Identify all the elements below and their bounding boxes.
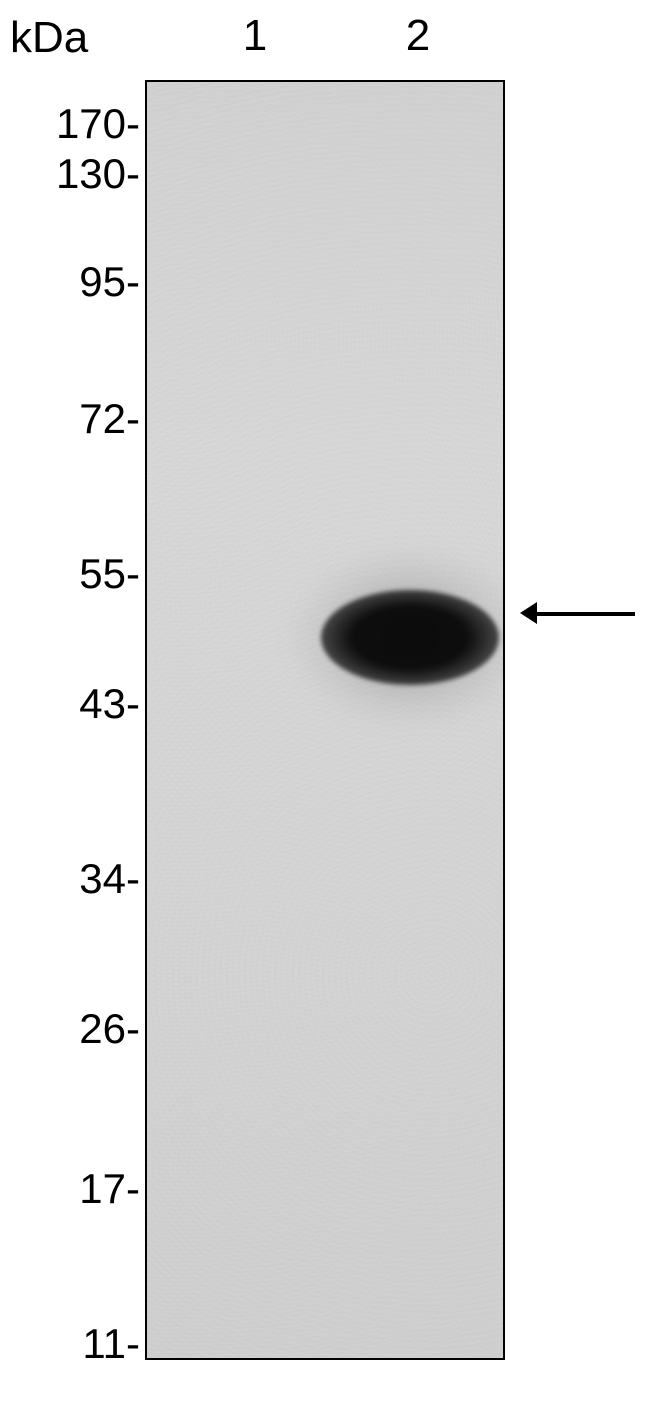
band-core	[321, 590, 499, 685]
lane-label: 1	[235, 11, 275, 61]
y-axis-unit-label: kDa	[10, 13, 88, 63]
marker-label: 11-	[0, 1320, 140, 1368]
marker-label: 43-	[0, 680, 140, 728]
marker-label: 34-	[0, 855, 140, 903]
marker-label: 26-	[0, 1005, 140, 1053]
marker-label: 55-	[0, 550, 140, 598]
blot-figure: kDa 170-130- 95- 72- 55- 43- 34- 26- 17- 11- 1 2	[0, 0, 650, 1401]
arrow-shaft	[537, 612, 635, 616]
marker-label: 130-	[0, 150, 140, 198]
lane-label: 2	[398, 11, 438, 61]
marker-label: 17-	[0, 1165, 140, 1213]
blot-membrane	[145, 80, 505, 1360]
marker-label: 72-	[0, 395, 140, 443]
marker-label: 95-	[0, 258, 140, 306]
marker-label: 170-	[0, 100, 140, 148]
arrow-head	[520, 602, 537, 624]
